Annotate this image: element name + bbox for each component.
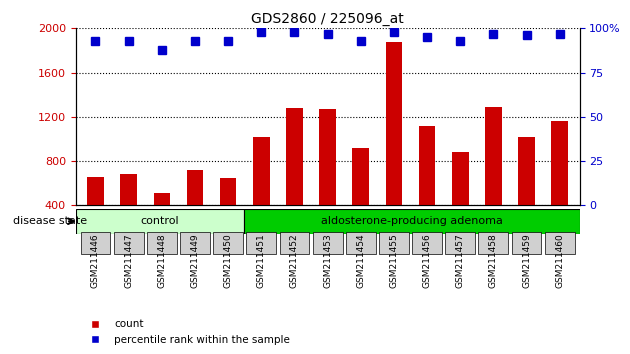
Text: GSM211446: GSM211446 bbox=[91, 234, 100, 289]
Bar bbox=[518, 137, 535, 250]
Bar bbox=[87, 177, 104, 250]
Bar bbox=[220, 178, 236, 250]
Text: GSM211456: GSM211456 bbox=[423, 234, 432, 289]
Text: GSM211447: GSM211447 bbox=[124, 234, 133, 289]
Bar bbox=[485, 107, 501, 250]
Text: GSM211459: GSM211459 bbox=[522, 234, 531, 289]
Text: GSM211450: GSM211450 bbox=[224, 234, 232, 289]
FancyBboxPatch shape bbox=[246, 232, 276, 255]
FancyBboxPatch shape bbox=[312, 232, 343, 255]
Text: disease state: disease state bbox=[13, 216, 87, 226]
FancyBboxPatch shape bbox=[545, 232, 575, 255]
Text: GSM211455: GSM211455 bbox=[389, 234, 398, 289]
Bar bbox=[452, 152, 469, 250]
Bar bbox=[253, 137, 270, 250]
Bar bbox=[551, 121, 568, 250]
FancyBboxPatch shape bbox=[114, 232, 144, 255]
Legend: count, percentile rank within the sample: count, percentile rank within the sample bbox=[81, 315, 294, 349]
Text: GSM211452: GSM211452 bbox=[290, 234, 299, 289]
FancyBboxPatch shape bbox=[180, 232, 210, 255]
FancyBboxPatch shape bbox=[280, 232, 309, 255]
FancyBboxPatch shape bbox=[147, 232, 177, 255]
Bar bbox=[419, 126, 435, 250]
Text: GSM211454: GSM211454 bbox=[356, 234, 365, 289]
FancyBboxPatch shape bbox=[379, 232, 409, 255]
Text: GSM211453: GSM211453 bbox=[323, 234, 332, 289]
Bar bbox=[154, 193, 170, 250]
Text: control: control bbox=[140, 216, 179, 226]
Bar bbox=[76, 209, 244, 234]
Bar bbox=[386, 42, 402, 250]
FancyBboxPatch shape bbox=[512, 232, 541, 255]
Bar bbox=[244, 209, 580, 234]
Bar bbox=[319, 109, 336, 250]
Bar bbox=[120, 175, 137, 250]
Text: GSM211460: GSM211460 bbox=[555, 234, 564, 289]
FancyBboxPatch shape bbox=[213, 232, 243, 255]
Text: GSM211449: GSM211449 bbox=[190, 234, 200, 289]
FancyBboxPatch shape bbox=[412, 232, 442, 255]
Text: GSM211457: GSM211457 bbox=[455, 234, 465, 289]
Bar bbox=[286, 108, 303, 250]
Bar bbox=[352, 148, 369, 250]
Text: GSM211451: GSM211451 bbox=[257, 234, 266, 289]
FancyBboxPatch shape bbox=[346, 232, 375, 255]
Text: aldosterone-producing adenoma: aldosterone-producing adenoma bbox=[321, 216, 503, 226]
Text: GSM211458: GSM211458 bbox=[489, 234, 498, 289]
Bar bbox=[186, 170, 203, 250]
Title: GDS2860 / 225096_at: GDS2860 / 225096_at bbox=[251, 12, 404, 26]
FancyBboxPatch shape bbox=[81, 232, 110, 255]
FancyBboxPatch shape bbox=[478, 232, 508, 255]
Text: GSM211448: GSM211448 bbox=[158, 234, 166, 289]
FancyBboxPatch shape bbox=[445, 232, 475, 255]
